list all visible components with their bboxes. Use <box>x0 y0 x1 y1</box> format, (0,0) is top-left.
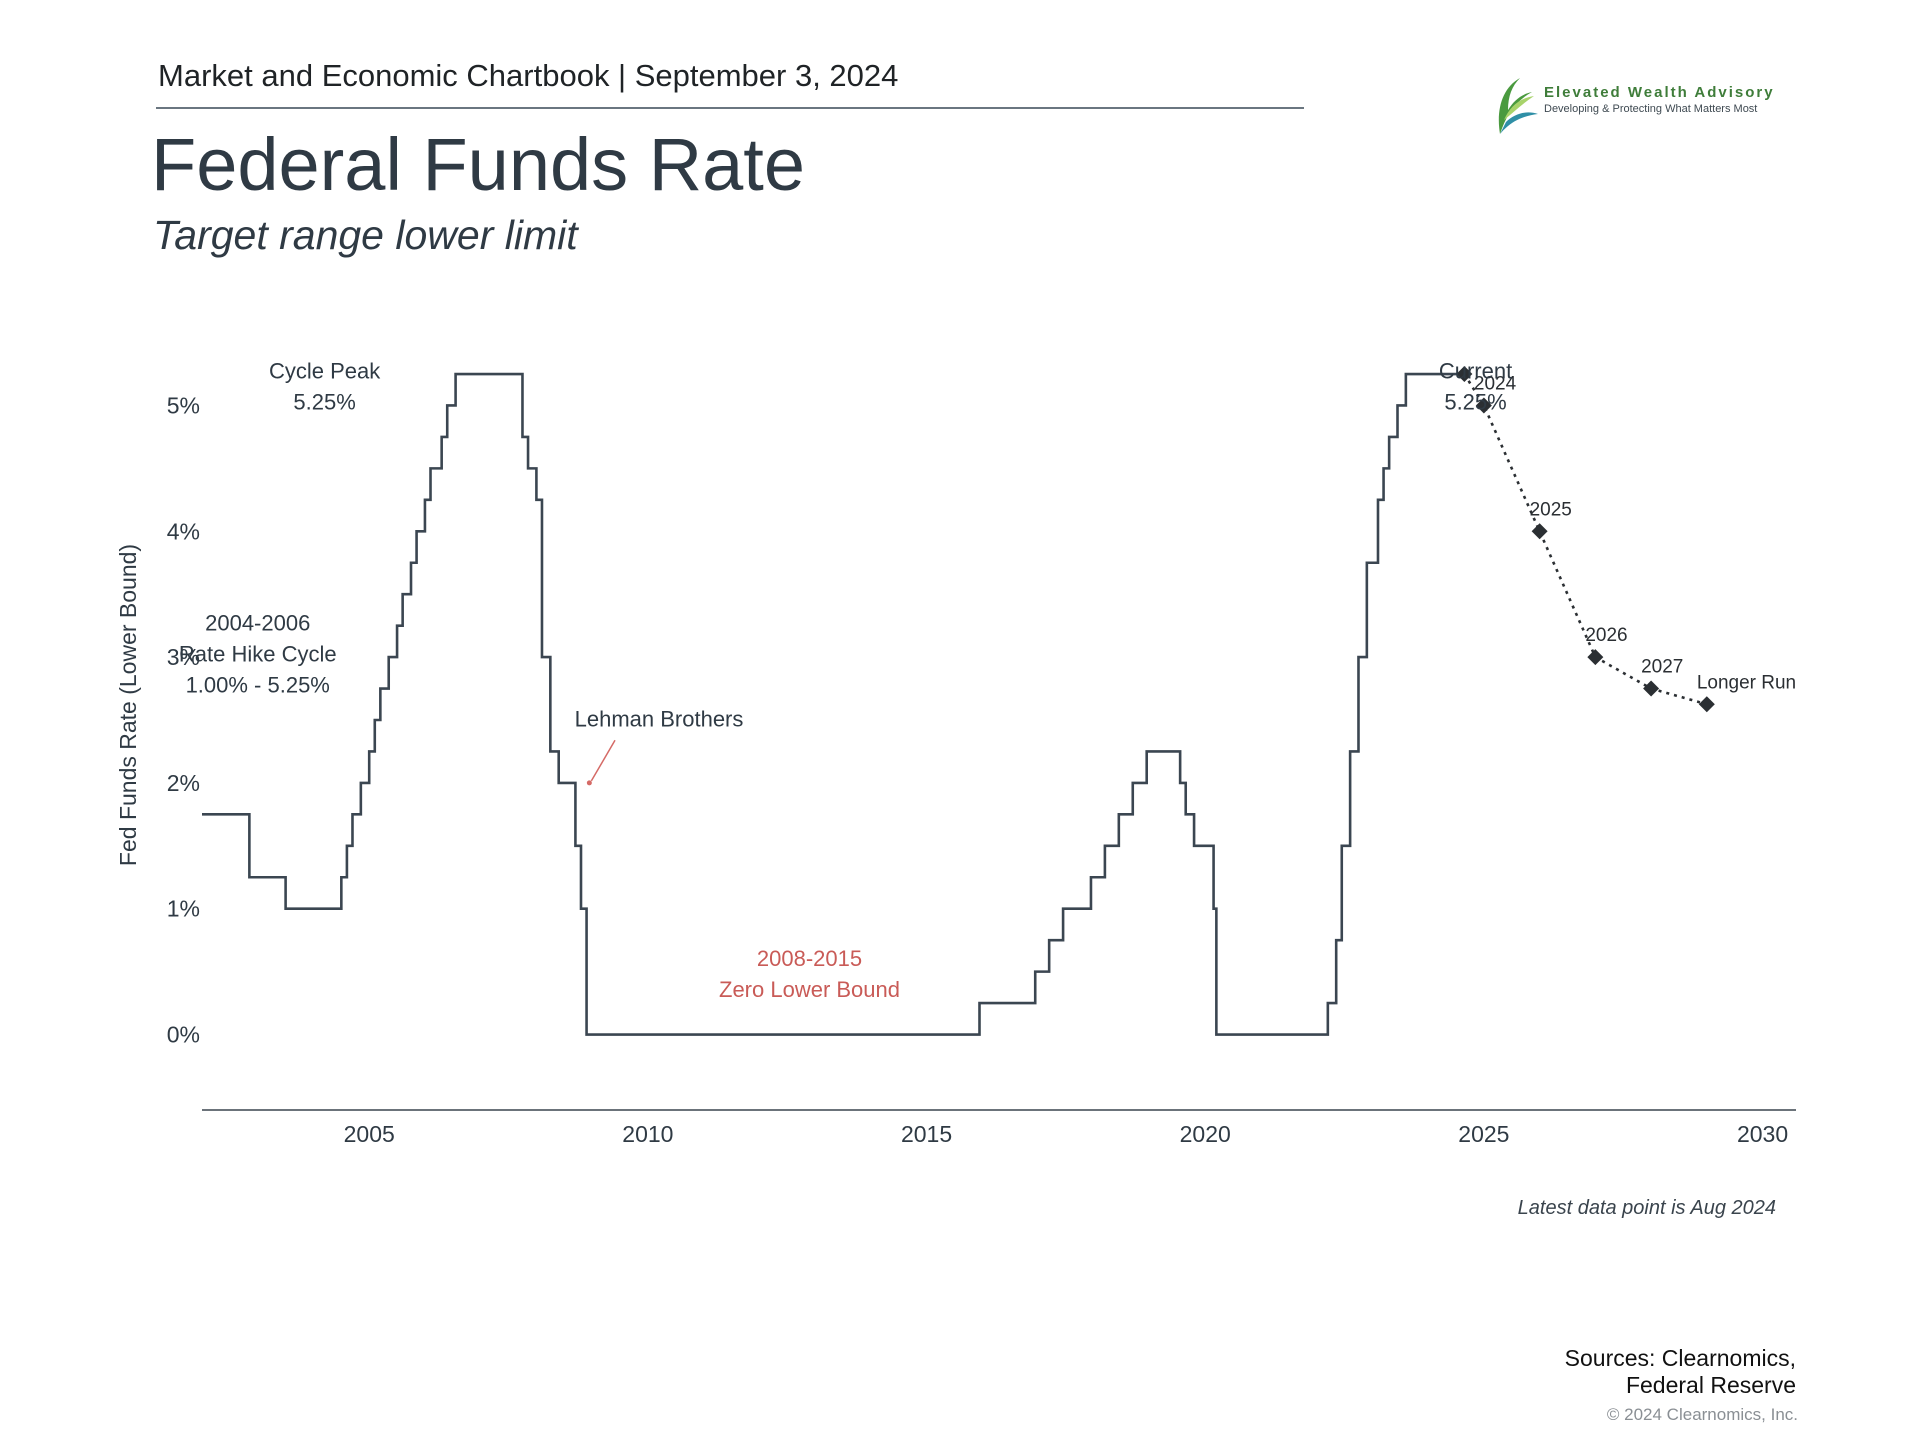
annotation-text: Cycle Peak <box>269 358 381 383</box>
projection-marker <box>1643 680 1660 697</box>
annotation-text: Zero Lower Bound <box>719 977 900 1002</box>
annotation-text: Rate Hike Cycle <box>179 641 337 666</box>
rate-history-line <box>202 372 1462 1036</box>
projection-dotted-line <box>1463 373 1708 706</box>
chart-annotations: Cycle Peak 5.25% Current 5.25% 2004-2006 Rate… <box>179 358 1512 1002</box>
annotation-text: 1.00% - 5.25% <box>186 672 330 697</box>
y-tick-label: 3% <box>167 644 200 670</box>
projection-marker <box>1698 696 1715 713</box>
y-tick-label: 5% <box>167 392 200 418</box>
x-tick-label: 2030 <box>1737 1121 1788 1147</box>
x-tick-label: 2025 <box>1458 1121 1509 1147</box>
annotation-text: 5.25% <box>1444 389 1506 414</box>
chartbook-header: Market and Economic Chartbook | Septembe… <box>158 58 899 93</box>
y-tick-label: 4% <box>167 518 200 544</box>
y-axis-label: Fed Funds Rate (Lower Bound) <box>115 544 141 866</box>
projection-marker <box>1531 523 1548 540</box>
x-tick-label: 2020 <box>1180 1121 1231 1147</box>
logo-name: Elevated Wealth Advisory <box>1544 84 1775 101</box>
annotation-text: Current <box>1439 358 1512 383</box>
y-tick-label: 2% <box>167 770 200 796</box>
projection-label: 2024 <box>1474 373 1517 394</box>
annotation-text: Lehman Brothers <box>575 706 744 731</box>
projection-label: 2025 <box>1530 499 1572 520</box>
annotation-text: 2004-2006 <box>205 610 310 635</box>
projection-marker <box>1475 397 1492 414</box>
projection-marker <box>1456 366 1473 383</box>
projection-label: Longer Run <box>1697 672 1796 693</box>
latest-data-note: Latest data point is Aug 2024 <box>1517 1197 1776 1219</box>
y-tick-label: 1% <box>167 896 200 922</box>
company-logo: Elevated Wealth Advisory Developing & Pr… <box>1492 76 1792 136</box>
annotation-text: 5.25% <box>293 389 355 414</box>
y-tick-label: 0% <box>167 1022 200 1048</box>
projection-label: 2026 <box>1585 625 1627 646</box>
projection-marker <box>1587 649 1604 666</box>
x-tick-label: 2015 <box>901 1121 952 1147</box>
x-tick-label: 2010 <box>622 1121 673 1147</box>
page-subtitle: Target range lower limit <box>153 212 578 258</box>
lehman-arrow <box>590 739 616 782</box>
annotation-text: 2008-2015 <box>757 946 862 971</box>
sources-line-1: Sources: Clearnomics, <box>1564 1345 1796 1371</box>
sources-line-2: Federal Reserve <box>1625 1372 1796 1398</box>
chart-axes: 0% 1% 2% 3% 4% 5% 2005 2010 2015 2020 2025 2030 Fed … <box>115 392 1796 1147</box>
copyright: © 2024 Clearnomics, Inc. <box>1606 1405 1798 1424</box>
sources-note: Sources: Clearnomics, Federal Reserve <box>1565 1345 1796 1399</box>
header-divider <box>156 107 1304 109</box>
lehman-arrow-head <box>586 780 592 786</box>
logo-tagline: Developing & Protecting What Matters Mos… <box>1544 103 1758 115</box>
chart-series: 2024 2025 2026 2027 Longer Run <box>202 366 1796 1036</box>
x-tick-label: 2005 <box>344 1121 395 1147</box>
page-title: Federal Funds Rate <box>151 123 806 206</box>
leaf-icon <box>1498 78 1538 134</box>
projection-label: 2027 <box>1641 657 1683 678</box>
